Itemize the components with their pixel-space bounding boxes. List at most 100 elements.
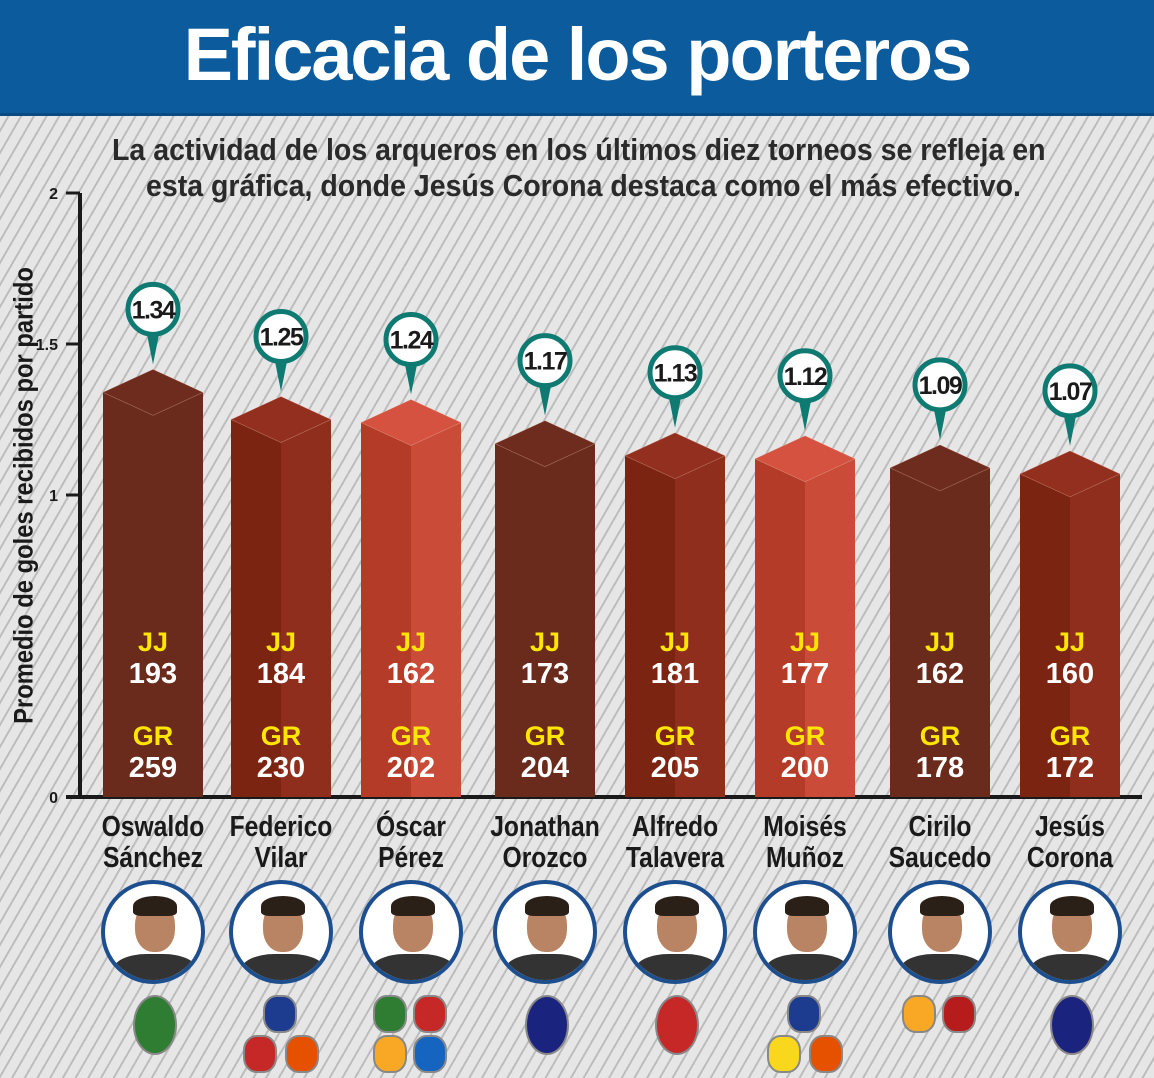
club-logo-icon	[413, 995, 447, 1033]
bar-top-face	[624, 432, 726, 480]
jj-label: JJ	[925, 627, 955, 657]
bar-left-face	[890, 467, 940, 797]
value-label: 1.25	[260, 324, 304, 352]
bar-left-face	[755, 458, 805, 797]
jj-value: 177	[781, 658, 829, 690]
bar-left-face	[231, 419, 281, 797]
jj-value: 173	[521, 658, 569, 690]
gr-value: 204	[521, 752, 569, 784]
bar-left-face	[361, 422, 411, 797]
club-logo-icon	[787, 995, 821, 1033]
bar-right-face	[675, 455, 725, 797]
club-logo-icon	[1050, 995, 1094, 1055]
player-last-name: Talavera	[625, 842, 725, 874]
jj-label: JJ	[790, 627, 820, 657]
value-label: 1.17	[524, 348, 567, 376]
club-logo-icon	[243, 1035, 277, 1073]
value-pin	[777, 348, 833, 404]
player-last-name: Corona	[1026, 842, 1114, 874]
club-logo-icon	[525, 995, 569, 1055]
gr-label: GR	[655, 721, 696, 751]
gr-value: 200	[781, 752, 829, 784]
player-name: Jesús Corona	[1011, 812, 1130, 874]
jj-value: 181	[651, 658, 699, 690]
value-pin	[517, 333, 573, 389]
bar-left-face	[625, 455, 675, 797]
value-pin-tail	[798, 395, 812, 431]
player-name: Oswaldo Sánchez	[94, 812, 213, 874]
player-last-name: Pérez	[378, 842, 444, 874]
bar-top-face	[494, 420, 596, 468]
gr-value: 178	[916, 752, 964, 784]
jj-label: JJ	[660, 627, 690, 657]
subtitle-line-1: La actividad de los arqueros en los últi…	[112, 132, 1046, 167]
value-pin-tail	[146, 329, 160, 365]
value-pin-tail	[274, 356, 288, 392]
value-pin	[253, 309, 309, 364]
jj-value: 184	[257, 658, 305, 690]
value-label: 1.13	[654, 360, 697, 388]
header-banner: Eficacia de los porteros	[0, 0, 1154, 116]
bar-left-face	[103, 392, 153, 797]
player-photo	[359, 880, 463, 984]
player-last-name: Vilar	[254, 842, 308, 874]
bar-left-face	[495, 443, 545, 797]
gr-value: 259	[129, 752, 177, 784]
player-first-name: Óscar	[376, 811, 446, 843]
value-label: 1.24	[390, 327, 434, 355]
bar-right-face	[805, 458, 855, 797]
player-name: Federico Vilar	[222, 812, 341, 874]
player-first-name: Alfredo	[631, 811, 719, 843]
player-name: Moisés Muñoz	[746, 812, 865, 874]
bar-top-face	[754, 435, 856, 483]
club-logo-icon	[942, 995, 976, 1033]
club-logo-icon	[902, 995, 936, 1033]
player-name: Óscar Pérez	[352, 812, 471, 874]
player-first-name: Federico	[229, 811, 333, 843]
value-pin	[383, 312, 439, 368]
bar-right-face	[545, 443, 595, 797]
y-tick-label: 1.5	[36, 337, 58, 354]
bar-left-face	[1020, 473, 1070, 797]
player-photo	[888, 880, 992, 984]
subtitle-line-2: esta gráfica, donde Jesús Corona destaca…	[146, 168, 1021, 203]
player-name: Jonathan Orozco	[486, 812, 605, 874]
gr-label: GR	[1050, 721, 1091, 751]
page-title: Eficacia de los porteros	[183, 13, 973, 96]
gr-label: GR	[133, 721, 174, 751]
club-logo-icon	[767, 1035, 801, 1073]
bar-right-face	[281, 419, 331, 797]
club-logo-icon	[133, 995, 177, 1055]
bar-right-face	[411, 422, 461, 797]
player-last-name: Saucedo	[888, 842, 992, 874]
value-pin-tail	[538, 380, 552, 416]
jj-label: JJ	[138, 627, 168, 657]
gr-label: GR	[391, 721, 432, 751]
club-logo-icon	[263, 995, 297, 1033]
jj-label: JJ	[396, 627, 426, 657]
gr-label: GR	[261, 721, 302, 751]
jj-value: 193	[129, 658, 177, 690]
club-logo-icon	[373, 995, 407, 1033]
value-label: 1.34	[132, 296, 176, 324]
jj-label: JJ	[1055, 627, 1085, 657]
club-logo-icon	[809, 1035, 843, 1073]
player-first-name: Jonathan	[490, 811, 600, 843]
bar-right-face	[1070, 473, 1120, 797]
player-last-name: Orozco	[502, 842, 588, 874]
value-pin	[647, 345, 703, 401]
club-logo-icon	[373, 1035, 407, 1073]
y-tick-label: 0	[49, 790, 58, 807]
gr-value: 172	[1046, 752, 1094, 784]
player-first-name: Cirilo	[908, 811, 972, 843]
jj-value: 162	[387, 658, 435, 690]
gr-value: 205	[651, 752, 699, 784]
gr-label: GR	[525, 721, 566, 751]
value-label: 1.12	[784, 363, 827, 391]
player-name: Cirilo Saucedo	[881, 812, 1000, 874]
player-photo	[1018, 880, 1122, 984]
player-name: Alfredo Talavera	[616, 812, 735, 874]
value-pin-tail	[668, 392, 682, 428]
value-pin-tail	[933, 404, 947, 440]
